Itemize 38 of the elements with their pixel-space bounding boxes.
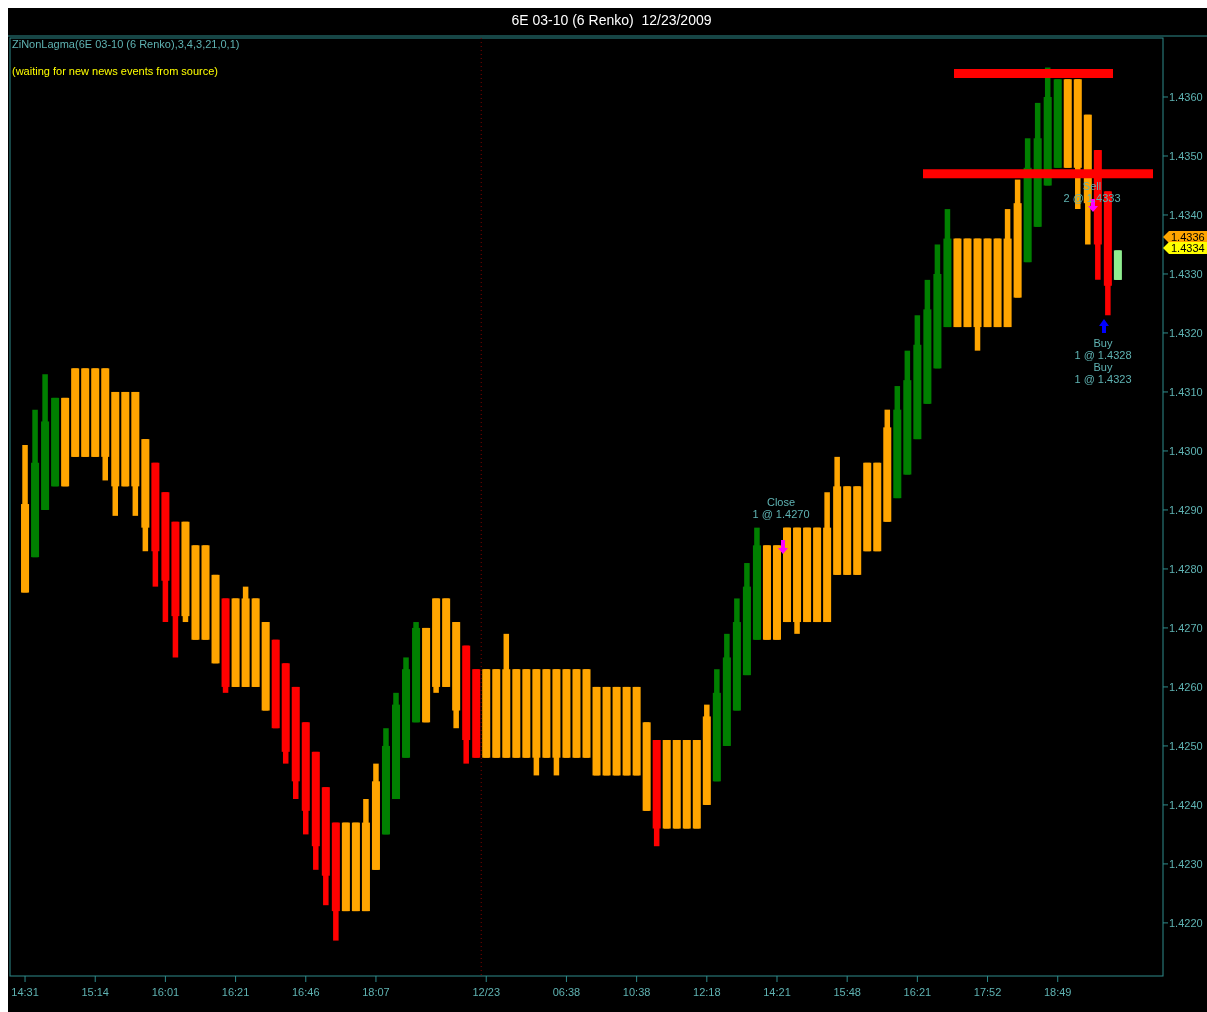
x-tick-label: 14:31 (11, 986, 39, 998)
x-tick-label: 16:21 (903, 986, 932, 998)
y-tick-label: 1.4230 (1169, 857, 1203, 870)
x-tick-label: 18:07 (362, 986, 390, 998)
y-tick-label: 1.4240 (1169, 798, 1203, 811)
y-tick-label: 1.4320 (1169, 326, 1203, 339)
y-tick-label: 1.4330 (1169, 267, 1203, 280)
annotation: Buy 1 @ 1.4328 (1074, 337, 1132, 361)
annotation: Close 1 @ 1.4270 (752, 496, 810, 520)
chart-title: 6E 03-10 (6 Renko) 12/23/2009 (511, 12, 712, 28)
x-tick-label: 17:52 (973, 986, 1002, 998)
y-tick-label: 1.4290 (1169, 503, 1203, 516)
annotation: Buy 1 @ 1.4323 (1074, 361, 1132, 385)
annotation: (waiting for new news events from source) (12, 65, 219, 77)
x-tick-label: 15:48 (833, 986, 861, 998)
x-tick-label: 16:46 (292, 986, 320, 998)
y-tick-label: 1.4280 (1169, 562, 1203, 575)
y-tick-label: 1.4310 (1169, 385, 1203, 398)
text: 1.4336 (1171, 230, 1205, 243)
text: 1.4334 (1171, 241, 1205, 254)
annotation: ZiNonLagma(6E 03-10 (6 Renko),3,4,3,21,0,1) (12, 38, 240, 50)
y-tick-label: 1.4260 (1169, 680, 1203, 693)
y-tick-label: 1.4220 (1169, 916, 1203, 929)
y-tick-label: 1.4360 (1169, 90, 1203, 103)
x-tick-label: 12:18 (693, 986, 721, 998)
x-tick-label: 16:01 (151, 986, 180, 998)
y-tick-label: 1.4300 (1169, 444, 1203, 457)
x-tick-label: 06:38 (552, 986, 581, 998)
x-tick-label: 18:49 (1043, 986, 1072, 998)
x-tick-label: 12/23 (472, 986, 500, 998)
y-tick-label: 1.4270 (1169, 621, 1203, 634)
y-tick-label: 1.4350 (1169, 149, 1203, 162)
x-tick-label: 14:21 (763, 986, 791, 998)
x-tick-label: 15:14 (81, 986, 109, 998)
x-tick-label: 10:38 (622, 986, 651, 998)
y-tick-label: 1.4340 (1169, 208, 1203, 221)
y-tick-label: 1.4250 (1169, 739, 1203, 752)
x-tick-label: 16:21 (221, 986, 250, 998)
